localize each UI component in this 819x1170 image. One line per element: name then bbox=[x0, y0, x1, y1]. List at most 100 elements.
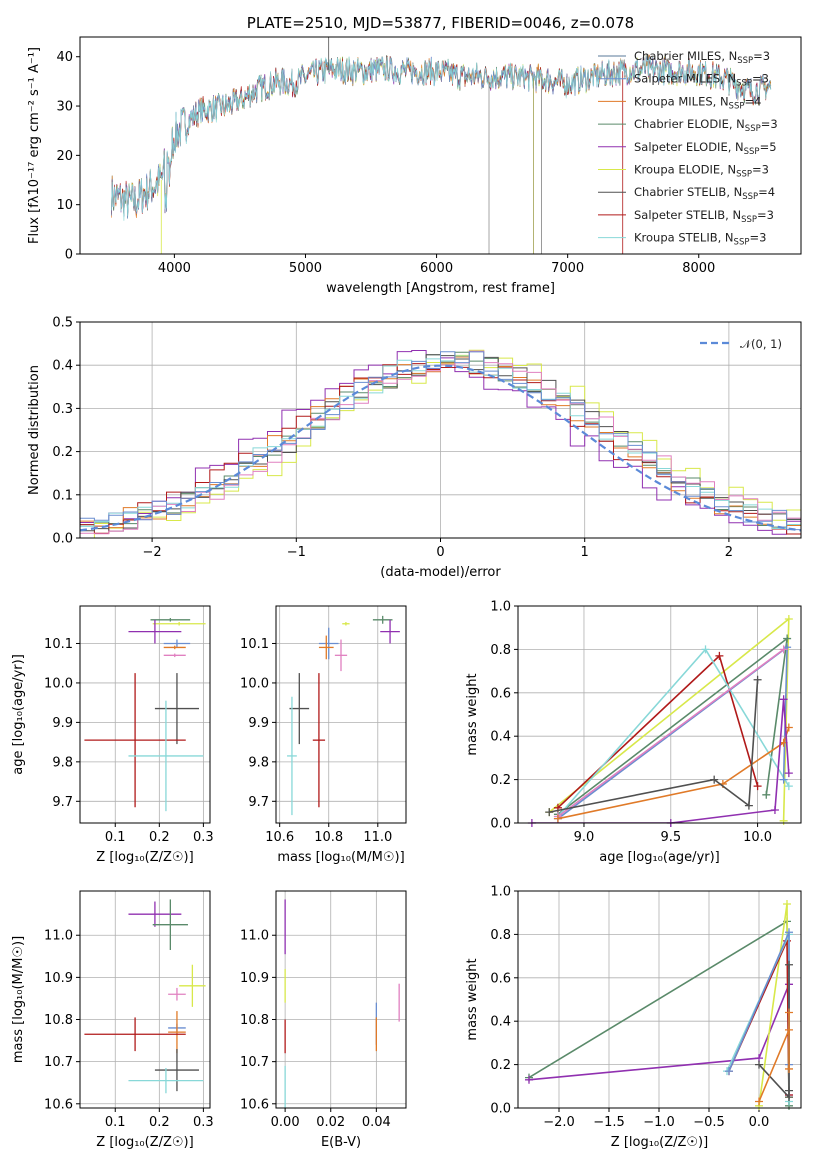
legend-label-suffix: =3 bbox=[749, 231, 766, 245]
y-tick-label: 0.4 bbox=[490, 730, 511, 745]
weight-marker bbox=[785, 1086, 793, 1095]
legend-label-suffix: =5 bbox=[760, 140, 777, 154]
x-tick-label: 11.0 bbox=[363, 830, 392, 845]
x-tick-label: 0.3 bbox=[193, 830, 214, 845]
y-tick-label: 10.0 bbox=[240, 676, 269, 691]
y-tick-label: 20 bbox=[56, 149, 73, 164]
y-tick-label: 0.5 bbox=[52, 316, 73, 331]
legend-label: Kroupa ELODIE, NSSP=3 bbox=[634, 163, 769, 180]
axes-frame bbox=[517, 605, 802, 824]
legend-label-text: Kroupa ELODIE, N bbox=[634, 163, 736, 177]
y-tick-label: 0 bbox=[65, 248, 73, 263]
y-tick-label: 10.9 bbox=[240, 971, 269, 986]
y-tick-label: 9.9 bbox=[248, 716, 269, 731]
y-tick-label: 9.8 bbox=[248, 755, 269, 770]
y-tick-label: 0.0 bbox=[52, 532, 73, 547]
weight-marker bbox=[753, 675, 762, 684]
weight-marker bbox=[755, 1097, 763, 1106]
error-cross-salpeter_stelib bbox=[84, 1017, 186, 1052]
legend-label-text: Chabrier STELIB, N bbox=[634, 185, 742, 199]
model-spectrum-kroupa_stelib bbox=[111, 56, 772, 221]
x-axis-label: wavelength [Angstrom, rest frame] bbox=[326, 281, 555, 296]
age-vs-mass-panel: 10.6 10.8 11.0 9.7 9.8 9.9 10.0 10.1 mass [log₁₀… bbox=[240, 605, 407, 865]
error-cross-kroupa_elodie bbox=[179, 964, 206, 1007]
legend-label-subscript: SSP bbox=[734, 238, 750, 248]
y-tick-label: 9.9 bbox=[52, 716, 73, 731]
error-cross-pink bbox=[168, 987, 186, 1001]
error-cross-salpeter_miles bbox=[318, 627, 339, 660]
legend-label-text: Kroupa MILES, N bbox=[634, 94, 729, 108]
legend-label-suffix: =3 bbox=[752, 163, 769, 177]
y-tick-label: 1.0 bbox=[490, 885, 511, 900]
residuals-histogram-panel: −2 −1 0 1 2 0.0 0.1 0.2 0.3 0.4 0.5 (data-model)/er… bbox=[27, 316, 802, 580]
legend-label-suffix: =3 bbox=[753, 49, 770, 63]
legend-label-subscript: SSP bbox=[736, 79, 752, 89]
weight-marker bbox=[779, 816, 788, 825]
error-cross-kroupa_stelib bbox=[128, 700, 204, 812]
x-tick-label: −1.5 bbox=[593, 1115, 625, 1130]
y-tick-label: 0.4 bbox=[52, 359, 73, 374]
x-tick-label: 2 bbox=[725, 545, 733, 560]
x-tick-label: 0.00 bbox=[271, 1115, 300, 1130]
y-tick-label: 0.0 bbox=[490, 817, 511, 832]
error-cross-chabrier_stelib bbox=[154, 1049, 199, 1092]
legend-label-suffix: =3 bbox=[752, 72, 769, 86]
y-tick-label: 9.7 bbox=[52, 795, 73, 810]
y-tick-label: 9.8 bbox=[52, 755, 73, 770]
x-axis-label: (data-model)/error bbox=[380, 565, 501, 580]
y-tick-label: 10 bbox=[56, 198, 73, 213]
weight-marker bbox=[779, 775, 788, 784]
y-tick-label: 0.6 bbox=[490, 971, 511, 986]
mass-vs-reddening-panel: 0.00 0.02 0.04 10.6 10.7 10.8 10.9 11.0 E(B-V) bbox=[240, 890, 407, 1150]
x-tick-label: 6000 bbox=[420, 261, 453, 276]
error-cross-salpeter_elodie bbox=[128, 901, 182, 927]
y-tick-label: 0.2 bbox=[490, 773, 511, 788]
error-cross-chabrier_elodie bbox=[150, 618, 191, 622]
y-tick-label: 10.7 bbox=[240, 1055, 269, 1070]
x-tick-label: 1 bbox=[581, 545, 589, 560]
y-tick-label: 11.0 bbox=[240, 929, 269, 944]
x-axis-label: Z [log₁₀(Z/Z☉)] bbox=[96, 850, 193, 865]
x-tick-label: 0.3 bbox=[193, 1115, 214, 1130]
legend-label-subscript: SSP bbox=[736, 170, 752, 180]
error-cross-salpeter_elodie bbox=[128, 619, 182, 644]
y-tick-label: 30 bbox=[56, 100, 73, 115]
mass-weight-vs-age-panel: 9.0 9.5 10.0 0.0 0.2 0.4 0.6 0.8 1.0 age [log₁₀(a… bbox=[465, 600, 802, 865]
weight-marker bbox=[744, 801, 753, 810]
error-cross-salpeter_elodie bbox=[380, 619, 400, 644]
error-cross-chabrier_stelib bbox=[154, 673, 199, 745]
x-tick-label: −1 bbox=[287, 545, 306, 560]
y-tick-label: 40 bbox=[56, 50, 73, 65]
x-tick-label: 10.8 bbox=[314, 830, 343, 845]
x-axis-label: Z [log₁₀(Z/Z☉)] bbox=[96, 1135, 193, 1150]
y-tick-label: 10.8 bbox=[240, 1013, 269, 1028]
mass-weight-vs-metallicity-panel: −2.0 −1.5 −1.0 −0.5 0.0 0.0 0.2 0.4 0.6 0.8 1.0 Z [… bbox=[465, 885, 802, 1150]
x-tick-label: −1.0 bbox=[643, 1115, 675, 1130]
error-cross-chabrier_elodie bbox=[152, 899, 188, 950]
residual-histogram-salpeter_miles bbox=[80, 351, 801, 537]
error-cross-kroupa_stelib bbox=[287, 696, 297, 816]
weight-marker bbox=[710, 775, 719, 784]
y-tick-label: 10.9 bbox=[44, 971, 73, 986]
x-tick-label: 0 bbox=[436, 545, 444, 560]
y-tick-label: 0.6 bbox=[490, 686, 511, 701]
weight-marker bbox=[783, 634, 792, 643]
weight-marker bbox=[725, 1067, 733, 1076]
axes-frame bbox=[275, 605, 407, 824]
axes-frame bbox=[517, 890, 802, 1109]
x-tick-label: 10.6 bbox=[265, 830, 294, 845]
weight-marker bbox=[785, 960, 793, 969]
legend-label: Kroupa STELIB, NSSP=3 bbox=[634, 231, 766, 248]
weight-marker bbox=[701, 645, 710, 654]
legend-label: Chabrier STELIB, NSSP=4 bbox=[634, 185, 775, 202]
error-cross-pink bbox=[163, 653, 186, 658]
legend-label-subscript: SSP bbox=[744, 147, 760, 157]
legend-label-subscript: SSP bbox=[745, 124, 761, 134]
x-tick-label: 0.1 bbox=[105, 830, 126, 845]
x-tick-label: 0.2 bbox=[149, 830, 170, 845]
legend-label: Chabrier MILES, NSSP=3 bbox=[634, 49, 770, 66]
y-tick-label: 0.2 bbox=[490, 1058, 511, 1073]
axes-frame bbox=[79, 605, 211, 824]
y-tick-label: 11.0 bbox=[44, 929, 73, 944]
